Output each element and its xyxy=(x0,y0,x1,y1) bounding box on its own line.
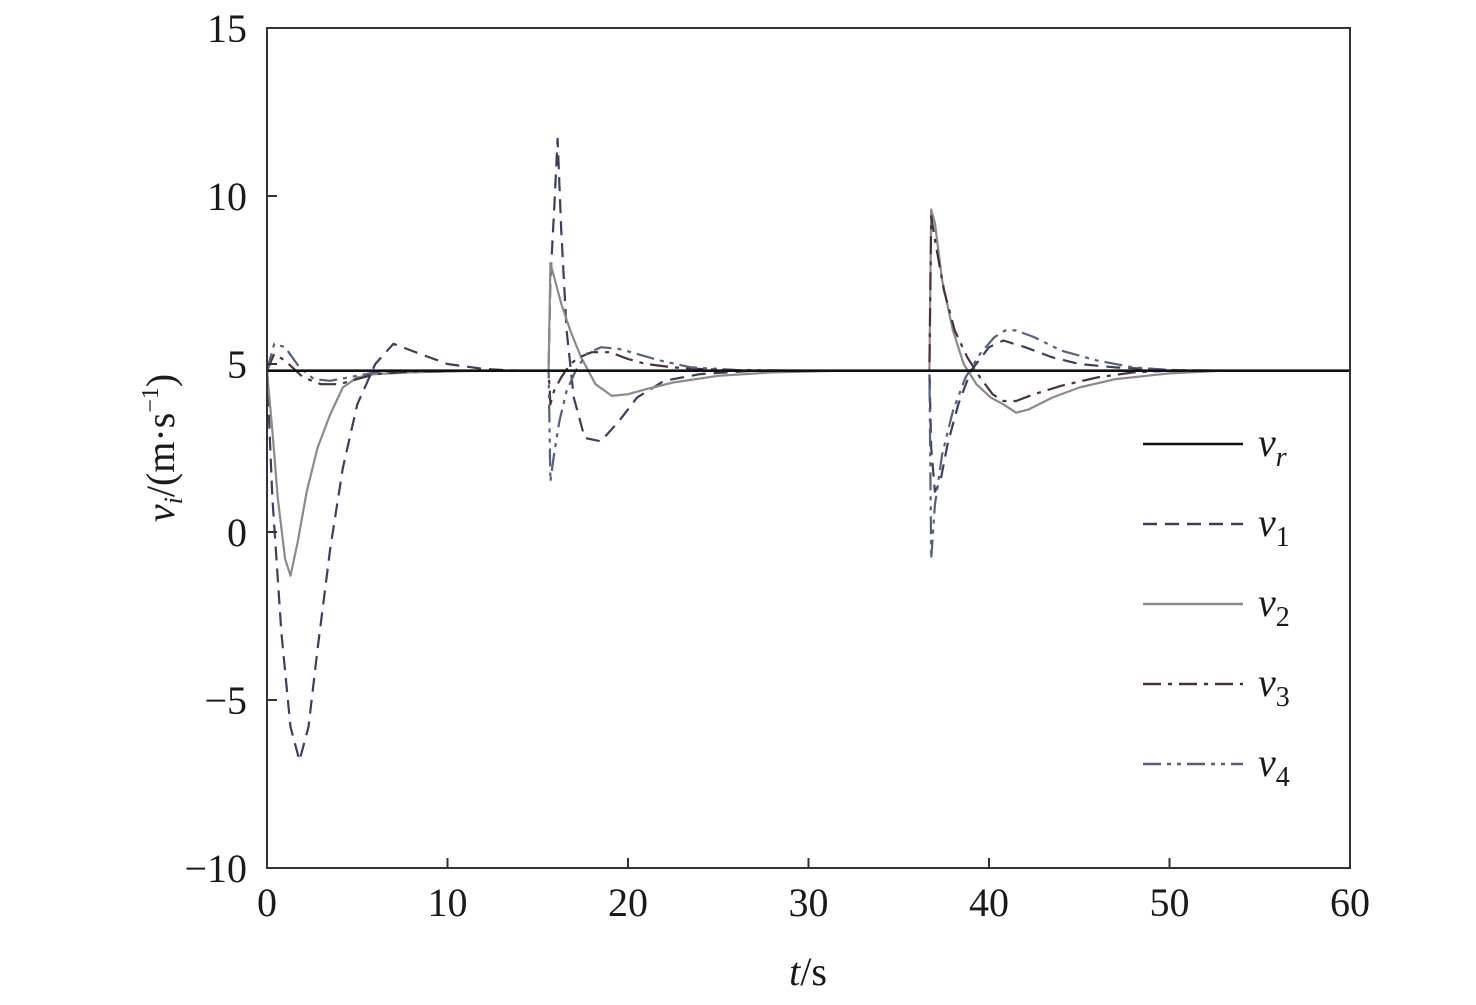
x-axis-unit: /s xyxy=(800,949,827,994)
series-line-v2 xyxy=(265,208,1350,577)
x-tick-label: 30 xyxy=(789,880,829,925)
series-line-v1 xyxy=(265,137,1350,762)
y-axis-sub: i xyxy=(159,497,188,504)
legend-label: v4 xyxy=(1258,740,1290,793)
y-tick-label: −5 xyxy=(204,678,247,723)
y-axis-close: ) xyxy=(138,374,183,387)
x-tick-label: 20 xyxy=(608,880,648,925)
plot-frame xyxy=(266,27,1351,869)
series-line-v4 xyxy=(265,329,1350,561)
y-tick-label: −10 xyxy=(184,846,247,891)
y-tick-label: 0 xyxy=(227,510,247,555)
legend-label: v2 xyxy=(1258,580,1290,633)
series-line-v3 xyxy=(265,215,1350,406)
y-axis-label: vi/(m·s−1) xyxy=(138,374,188,522)
legend-label: v3 xyxy=(1258,660,1290,713)
x-tick-label: 50 xyxy=(1150,880,1190,925)
x-tick-label: 40 xyxy=(969,880,1009,925)
y-axis-exp: −1 xyxy=(138,387,164,413)
x-axis-var: t xyxy=(789,949,801,994)
y-axis-var: v xyxy=(138,504,183,522)
y-tick-label: 5 xyxy=(227,342,247,387)
series-layer xyxy=(265,137,1350,762)
y-axis-unit: /(m·s xyxy=(138,413,183,497)
y-tick-label: 15 xyxy=(207,6,247,51)
x-tick-label: 60 xyxy=(1330,880,1370,925)
legend-label: v1 xyxy=(1258,500,1290,553)
legend: vr v1 v2 v3 v4 xyxy=(1143,420,1290,793)
legend-label: vr xyxy=(1258,420,1287,473)
x-tick-label: 10 xyxy=(428,880,468,925)
ticks-layer: 0 10 20 30 40 50 60 −10 −5 0 5 10 15 xyxy=(184,6,1370,925)
y-tick-label: 10 xyxy=(207,174,247,219)
x-axis-label: t/s xyxy=(789,949,827,994)
x-tick-label: 0 xyxy=(257,880,277,925)
